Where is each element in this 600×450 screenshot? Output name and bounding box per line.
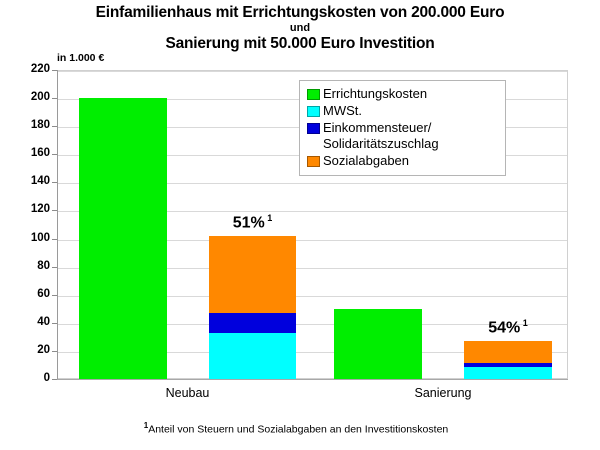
footnote-marker: 1 bbox=[143, 421, 149, 430]
y-axis-tick-mark bbox=[52, 379, 57, 380]
gridline bbox=[58, 183, 567, 185]
bar-percent-footnote-marker: 1 bbox=[520, 318, 528, 329]
y-axis-tick-mark bbox=[52, 294, 57, 296]
bar-neubau-steuern bbox=[209, 235, 296, 379]
legend-item-label: MWSt. bbox=[323, 103, 362, 118]
gridline bbox=[58, 295, 567, 297]
legend-swatch-icon bbox=[307, 123, 320, 134]
y-axis-tick-label: 100 bbox=[30, 231, 50, 244]
legend-item[interactable]: Einkommensteuer/ Solidaritätszuschlag bbox=[307, 120, 499, 152]
bar-neubau-investition bbox=[79, 98, 167, 379]
y-axis-tick-labels: 0 20 40 60 80 100 120 140 160 180 200 220 bbox=[0, 0, 50, 450]
gridline bbox=[58, 211, 567, 213]
y-axis-tick-label: 40 bbox=[37, 315, 50, 328]
chart-title-line-2: und bbox=[289, 22, 311, 34]
y-axis-tick-label: 60 bbox=[37, 287, 50, 300]
bar-segment bbox=[79, 98, 167, 379]
chart-title: Einfamilienhaus mit Errichtungskosten vo… bbox=[0, 4, 600, 53]
gridline bbox=[58, 267, 567, 269]
bar-percent-value: 54% bbox=[488, 319, 521, 337]
x-axis-label-neubau: Neubau bbox=[165, 386, 210, 400]
legend-item[interactable]: MWSt. bbox=[307, 103, 499, 119]
chart-title-line-3: Sanierung mit 50.000 Euro Investition bbox=[165, 35, 435, 52]
legend-swatch-icon bbox=[307, 106, 320, 117]
y-axis-line bbox=[57, 70, 58, 380]
bar-segment bbox=[464, 341, 552, 363]
y-axis-tick-mark bbox=[52, 238, 57, 240]
bar-segment bbox=[209, 235, 296, 313]
bar-segment bbox=[464, 362, 552, 368]
y-axis-tick-mark bbox=[52, 266, 57, 268]
x-axis-label-sanierung: Sanierung bbox=[414, 386, 472, 400]
bar-percent-value: 51% bbox=[232, 214, 265, 232]
y-axis-tick-label: 80 bbox=[37, 259, 50, 272]
bar-sanierung-steuern bbox=[464, 341, 552, 379]
legend-item-label: Sozialabgaben bbox=[323, 153, 410, 168]
y-axis-tick-mark bbox=[52, 350, 57, 352]
y-axis-tick-label: 200 bbox=[30, 91, 50, 104]
y-axis-tick-label: 20 bbox=[37, 343, 50, 356]
y-axis-tick-mark bbox=[52, 154, 57, 156]
y-axis-unit-label: in 1.000 € bbox=[57, 52, 105, 64]
y-axis-tick-mark bbox=[52, 126, 57, 128]
legend-item-label: Einkommensteuer/ Solidaritätszuschlag bbox=[323, 120, 439, 151]
bar-segment bbox=[334, 308, 422, 379]
y-axis-tick-mark bbox=[52, 210, 57, 212]
y-axis-tick-label: 0 bbox=[43, 372, 50, 384]
bar-data-label: 51% 1 bbox=[209, 213, 296, 232]
gridline bbox=[58, 323, 567, 325]
y-axis-tick-mark bbox=[52, 70, 57, 71]
y-axis-tick-label: 120 bbox=[30, 203, 50, 216]
chart-legend: Errichtungskosten MWSt. Einkommensteuer/ S… bbox=[299, 80, 506, 176]
bar-data-label: 54% 1 bbox=[464, 318, 552, 337]
x-axis-line bbox=[57, 379, 568, 380]
legend-item[interactable]: Sozialabgaben bbox=[307, 153, 499, 169]
y-axis-tick-label: 160 bbox=[30, 147, 50, 160]
y-axis-tick-label: 180 bbox=[30, 119, 50, 132]
y-axis-tick-mark bbox=[52, 182, 57, 184]
legend-swatch-icon bbox=[307, 156, 320, 167]
gridline bbox=[58, 351, 567, 353]
legend-item[interactable]: Errichtungskosten bbox=[307, 86, 499, 102]
legend-swatch-icon bbox=[307, 89, 320, 100]
bar-segment bbox=[209, 312, 296, 333]
footnote-text: Anteil von Steuern und Sozialabgaben an … bbox=[148, 423, 449, 436]
y-axis-tick-label: 140 bbox=[30, 175, 50, 188]
gridline bbox=[58, 71, 567, 72]
y-axis-tick-mark bbox=[52, 322, 57, 324]
bar-segment bbox=[464, 367, 552, 379]
y-axis-tick-label: 220 bbox=[30, 63, 50, 75]
bar-segment bbox=[209, 332, 296, 379]
bar-percent-footnote-marker: 1 bbox=[264, 212, 273, 223]
y-axis-tick-mark bbox=[52, 98, 57, 100]
chart-footnote: 1Anteil von Steuern und Sozialabgaben an… bbox=[0, 419, 592, 437]
chart-title-line-1: Einfamilienhaus mit Errichtungskosten vo… bbox=[95, 4, 505, 21]
legend-item-label: Errichtungskosten bbox=[323, 86, 428, 101]
bar-sanierung-investition bbox=[334, 308, 422, 379]
gridline bbox=[58, 239, 567, 241]
